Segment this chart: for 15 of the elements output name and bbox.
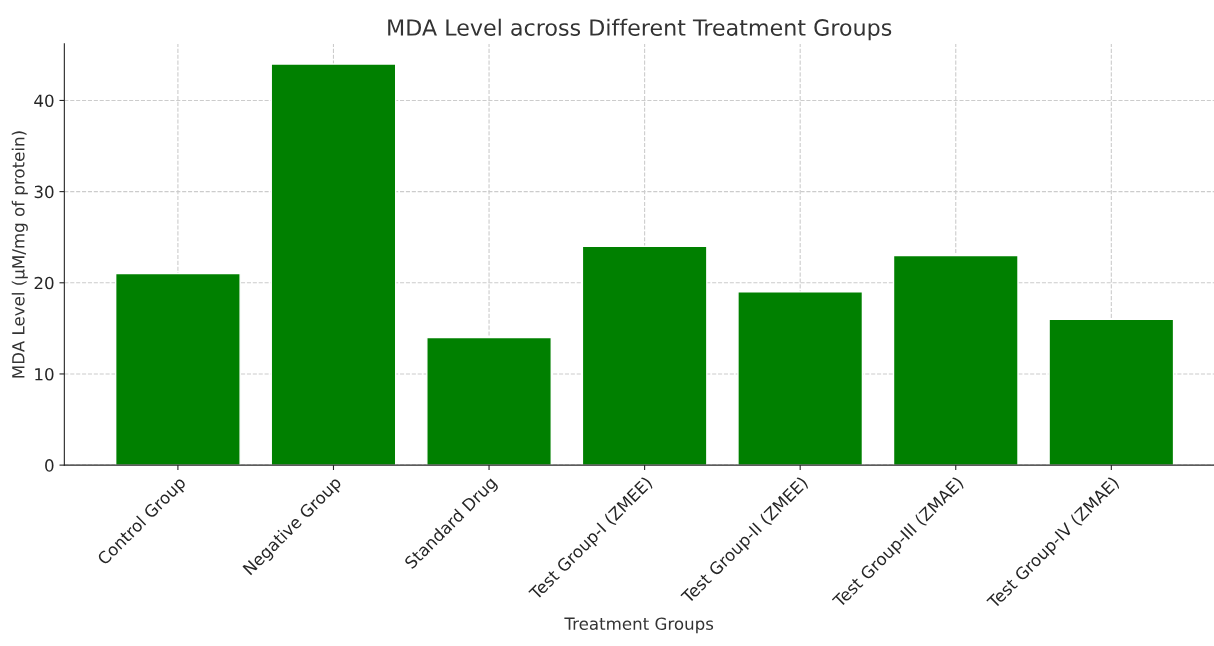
bar <box>892 254 1019 466</box>
bar <box>114 272 241 466</box>
y-tick-label: 40 <box>34 94 54 108</box>
chart-title: MDA Level across Different Treatment Groups <box>388 18 892 41</box>
bar <box>270 63 397 466</box>
y-tick-label: 10 <box>35 367 54 381</box>
x-axis-title: Treatment Groups <box>564 617 714 634</box>
y-tick-label: 20 <box>34 276 54 290</box>
y-tick-label: 30 <box>34 185 54 199</box>
bar <box>426 336 552 466</box>
bar <box>737 291 864 466</box>
bar <box>1048 318 1175 466</box>
bar <box>581 245 708 466</box>
y-axis-title: MDA Level (µM/mg of protein) <box>11 131 28 378</box>
y-tick-label: 0 <box>45 459 54 472</box>
